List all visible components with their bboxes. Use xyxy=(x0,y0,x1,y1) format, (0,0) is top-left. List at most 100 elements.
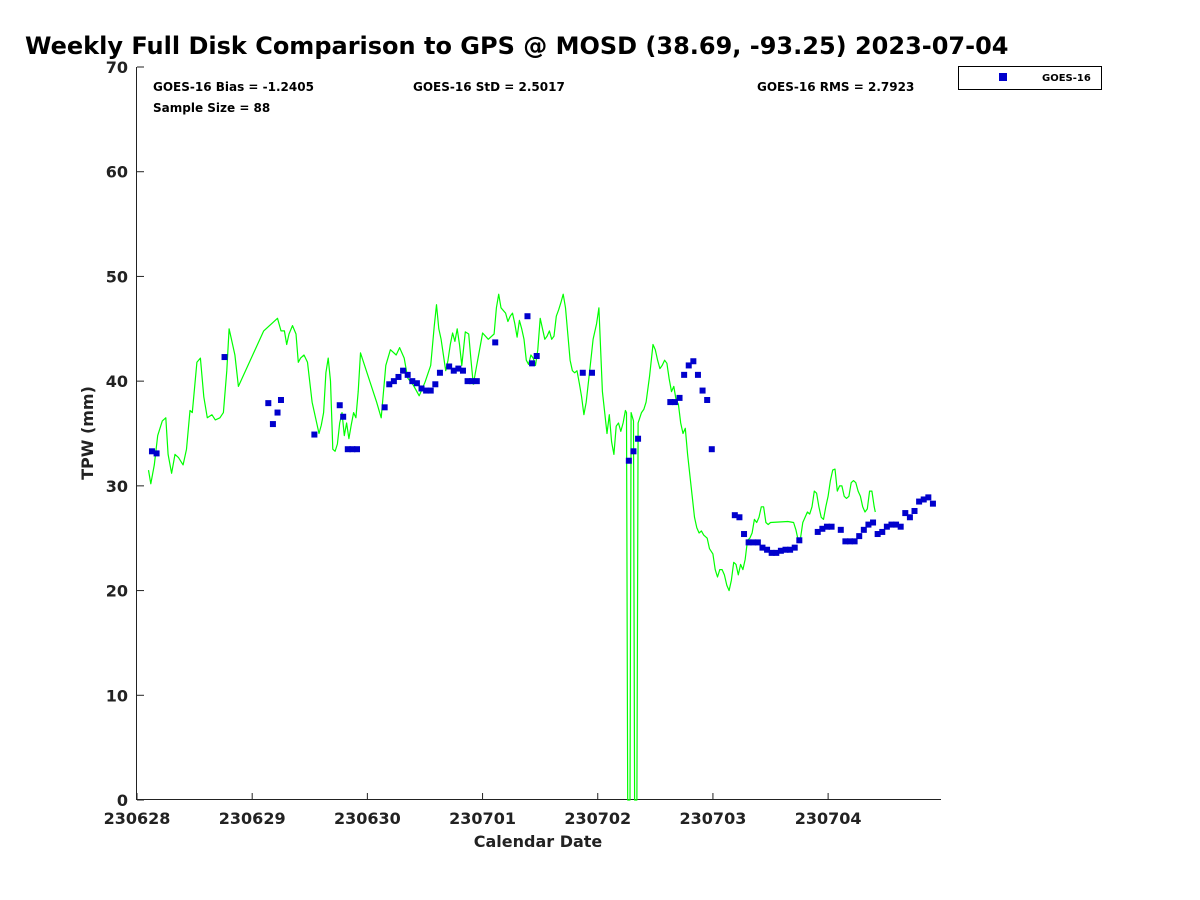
goes16-point xyxy=(768,549,775,556)
goes16-point xyxy=(828,523,835,530)
goes16-point xyxy=(842,538,849,545)
goes16-point xyxy=(888,521,895,528)
y-tick-label: 20 xyxy=(106,582,128,601)
goes16-point xyxy=(386,381,393,388)
goes16-point xyxy=(671,399,678,406)
y-tick-label: 0 xyxy=(117,791,128,810)
legend: GOES-16 xyxy=(958,66,1102,90)
goes16-point xyxy=(920,496,927,503)
goes16-point xyxy=(925,494,932,501)
goes16-point xyxy=(336,402,343,409)
goes16-point xyxy=(676,394,683,401)
goes16-point xyxy=(459,367,466,374)
x-tick-label: 230630 xyxy=(334,809,401,828)
goes16-point xyxy=(524,313,531,320)
goes16-point xyxy=(764,546,771,553)
goes16-point xyxy=(704,396,711,403)
goes16-point xyxy=(916,498,923,505)
goes16-point xyxy=(814,528,821,535)
x-tick-label: 230628 xyxy=(104,809,171,828)
goes16-point xyxy=(464,378,471,385)
goes16-point xyxy=(837,526,844,533)
stat-std: GOES-16 StD = 2.5017 xyxy=(413,80,565,94)
legend-box xyxy=(958,66,1102,90)
goes16-point xyxy=(851,538,858,545)
goes16-point xyxy=(681,371,688,378)
goes16-point xyxy=(741,531,748,538)
y-tick-label: 60 xyxy=(106,163,128,182)
goes16-point xyxy=(427,387,434,394)
goes16-point xyxy=(750,539,757,546)
goes16-point xyxy=(754,539,761,546)
goes16-point xyxy=(897,523,904,530)
goes16-point xyxy=(699,387,706,394)
goes16-point xyxy=(879,528,886,535)
gps-line xyxy=(147,293,876,801)
goes16-point xyxy=(400,367,407,374)
goes16-point xyxy=(344,446,351,453)
goes16-point xyxy=(469,378,476,385)
goes16-point xyxy=(473,378,480,385)
goes16-point xyxy=(277,396,284,403)
goes16-point xyxy=(708,446,715,453)
goes16-point xyxy=(865,521,872,528)
goes16-point xyxy=(446,363,453,370)
gps-series xyxy=(147,293,876,801)
goes16-point xyxy=(311,431,318,438)
goes16-point xyxy=(533,353,540,360)
goes16-point xyxy=(148,448,155,455)
goes16-point xyxy=(436,369,443,376)
goes16-point xyxy=(153,450,160,457)
goes16-point xyxy=(736,514,743,521)
goes16-point xyxy=(450,367,457,374)
goes16-point xyxy=(773,549,780,556)
y-tick-label: 30 xyxy=(106,477,128,496)
plot-frame xyxy=(137,67,941,800)
goes16-point xyxy=(529,360,536,367)
x-axis-label: Calendar Date xyxy=(474,832,603,851)
goes16-point xyxy=(929,500,936,507)
goes16-point xyxy=(390,378,397,385)
goes16-point xyxy=(418,385,425,392)
goes16-point xyxy=(667,399,674,406)
goes16-point xyxy=(685,362,692,369)
goes16-point xyxy=(759,544,766,551)
goes16-point xyxy=(819,525,826,532)
goes16-point xyxy=(635,435,642,442)
goes16-point xyxy=(404,371,411,378)
goes16-point xyxy=(455,365,462,372)
goes16-point xyxy=(265,400,272,407)
goes16-point xyxy=(777,547,784,554)
goes16-point xyxy=(588,369,595,376)
goes16-point xyxy=(354,446,361,453)
goes16-point xyxy=(823,523,830,530)
goes16-point xyxy=(847,538,854,545)
goes16-point xyxy=(870,519,877,526)
x-ticks: 230628 230629 230630 230701 230702 230703 2307… xyxy=(104,793,862,828)
stat-rms: GOES-16 RMS = 2.7923 xyxy=(757,80,914,94)
goes16-point xyxy=(423,387,430,394)
goes16-point xyxy=(791,544,798,551)
plot-area: 0 10 20 30 40 50 60 70 230628 230629 230630 230701… xyxy=(104,58,941,828)
legend-label-goes16: GOES-16 xyxy=(1042,73,1091,84)
goes16-point xyxy=(893,521,900,528)
y-axis-label: TPW (mm) xyxy=(78,386,97,480)
goes16-point xyxy=(796,537,803,544)
goes16-point xyxy=(856,533,863,540)
x-tick-label: 230704 xyxy=(795,809,862,828)
goes16-point xyxy=(745,539,752,546)
legend-marker-goes16 xyxy=(999,73,1007,81)
goes16-point xyxy=(349,446,356,453)
goes16-point xyxy=(625,457,632,464)
goes16-point xyxy=(274,409,281,416)
x-tick-label: 230702 xyxy=(564,809,631,828)
goes16-point xyxy=(269,421,276,428)
goes16-series xyxy=(148,313,936,556)
y-tick-label: 50 xyxy=(106,267,128,286)
y-tick-label: 10 xyxy=(106,686,128,705)
x-tick-label: 230629 xyxy=(219,809,286,828)
y-tick-label: 40 xyxy=(106,372,128,391)
goes16-point xyxy=(340,413,347,420)
y-tick-label: 70 xyxy=(106,58,128,77)
